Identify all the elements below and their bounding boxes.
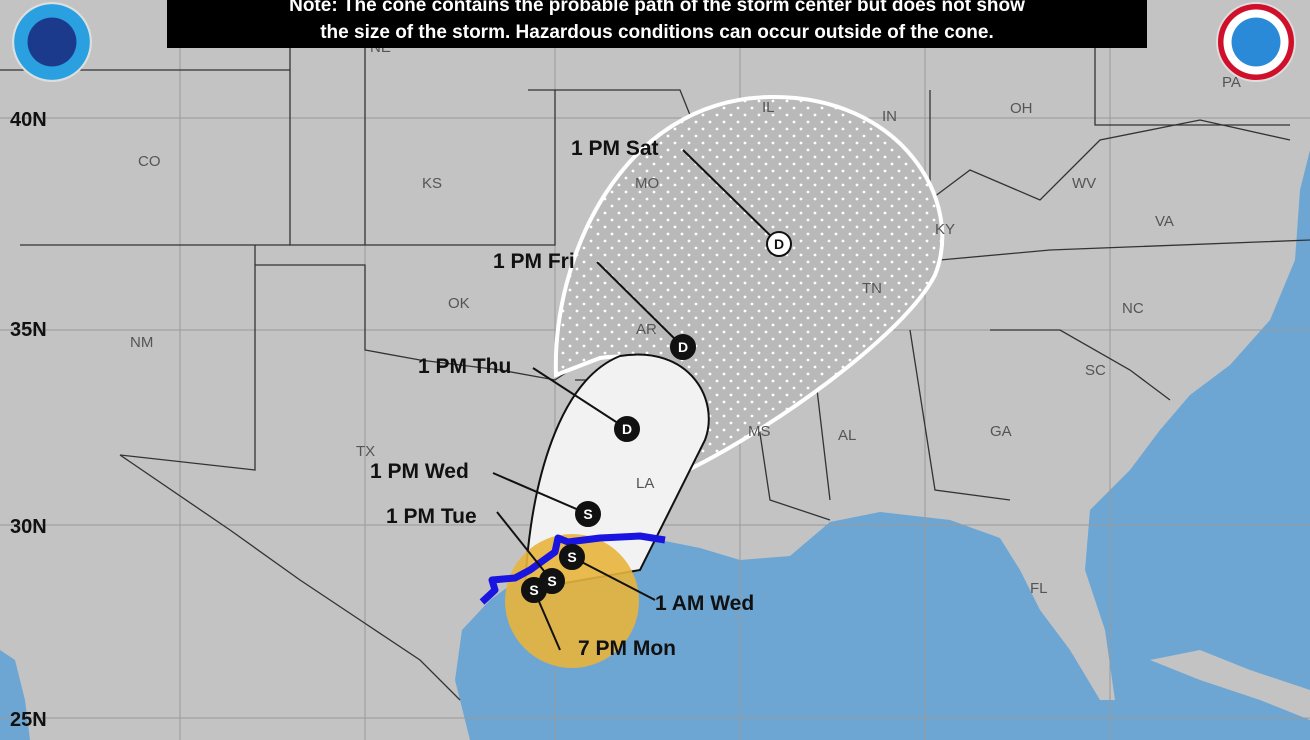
forecast-time-label: 7 PM Mon bbox=[578, 637, 676, 660]
cone-disclaimer-note: Note: The cone contains the probable pat… bbox=[167, 0, 1147, 48]
lat-label: 40N bbox=[10, 109, 47, 131]
forecast-time-label: 1 AM Wed bbox=[655, 592, 754, 615]
state-label: NC bbox=[1122, 300, 1144, 317]
forecast-point: S 1 PM Tue bbox=[386, 505, 565, 594]
state-label: NM bbox=[130, 334, 153, 351]
forecast-time-label: 1 PM Thu bbox=[418, 355, 511, 378]
state-label: FL bbox=[1030, 580, 1048, 597]
tropical-storm-warning-coast bbox=[479, 532, 666, 605]
forecast-point: D 1 PM Sat bbox=[571, 137, 792, 257]
forecast-time-label: 1 PM Sat bbox=[571, 137, 659, 160]
leader-line bbox=[532, 367, 628, 430]
cuba-island bbox=[1150, 650, 1310, 720]
storm-type: D bbox=[622, 421, 632, 437]
forecast-point: D 1 PM Fri bbox=[493, 250, 696, 360]
storm-marker-icon bbox=[614, 416, 640, 442]
state-label: TN bbox=[862, 280, 882, 297]
storm-marker-icon bbox=[559, 544, 585, 570]
leader-line bbox=[571, 556, 656, 601]
state-label: CO bbox=[138, 153, 161, 170]
state-label: IL bbox=[762, 99, 775, 116]
state-label: KS bbox=[422, 175, 442, 192]
storm-type: S bbox=[547, 573, 556, 589]
storm-type: S bbox=[567, 549, 576, 565]
nws-logo bbox=[1216, 2, 1296, 82]
state-label: IN bbox=[882, 108, 897, 125]
storm-marker-icon bbox=[766, 231, 792, 257]
storm-type: S bbox=[583, 506, 592, 522]
state-label: OH bbox=[1010, 100, 1033, 117]
storm-marker-icon bbox=[670, 334, 696, 360]
leader-line bbox=[496, 511, 553, 582]
storm-marker-icon bbox=[539, 568, 565, 594]
forecast-point: S 7 PM Mon bbox=[521, 577, 676, 660]
storm-type: D bbox=[678, 339, 688, 355]
state-label: AR bbox=[636, 321, 657, 338]
state-label: OK bbox=[448, 295, 470, 312]
state-label: LA bbox=[636, 475, 654, 492]
state-labels: NECOKSMOILINOHPAWVVAKYTNNCAROKNMTXLAMSAL… bbox=[130, 39, 1241, 597]
forecast-point: D 1 PM Thu bbox=[418, 355, 640, 442]
leader-line bbox=[596, 261, 684, 348]
gulf-of-mexico-water bbox=[455, 150, 1310, 740]
storm-marker-icon bbox=[575, 501, 601, 527]
noaa-logo bbox=[12, 2, 92, 82]
lat-label: 35N bbox=[10, 319, 47, 341]
note-line-2: the size of the storm. Hazardous conditi… bbox=[320, 22, 994, 43]
state-label: MS bbox=[748, 423, 771, 440]
state-label: SC bbox=[1085, 362, 1106, 379]
state-label: AL bbox=[838, 427, 856, 444]
state-label: MO bbox=[635, 175, 659, 192]
forecast-points: S 7 PM Mon S 1 AM Wed S 1 PM Tue S 1 PM Wed D 1 P… bbox=[370, 137, 792, 660]
state-label: WV bbox=[1072, 175, 1096, 192]
forecast-time-label: 1 PM Wed bbox=[370, 460, 469, 483]
forecast-point: S 1 AM Wed bbox=[559, 544, 754, 615]
state-label: VA bbox=[1155, 213, 1174, 230]
state-label: GA bbox=[990, 423, 1012, 440]
state-label: TX bbox=[356, 443, 375, 460]
storm-type: D bbox=[774, 236, 784, 252]
forecast-time-label: 1 PM Tue bbox=[386, 505, 477, 528]
forecast-cone-days-1-3 bbox=[523, 353, 710, 592]
note-line-1: Note: The cone contains the probable pat… bbox=[289, 0, 1025, 16]
leader-line bbox=[682, 149, 780, 245]
forecast-time-label: 1 PM Fri bbox=[493, 250, 575, 273]
lat-label: 25N bbox=[10, 709, 47, 731]
state-label: KY bbox=[935, 221, 955, 238]
latitude-labels: 40N 35N 30N 25N bbox=[10, 109, 47, 731]
storm-type: S bbox=[529, 582, 538, 598]
lat-label: 30N bbox=[10, 516, 47, 538]
forecast-point: S 1 PM Wed bbox=[370, 460, 601, 527]
state-label: PA bbox=[1222, 74, 1241, 91]
leader-line bbox=[492, 472, 589, 515]
